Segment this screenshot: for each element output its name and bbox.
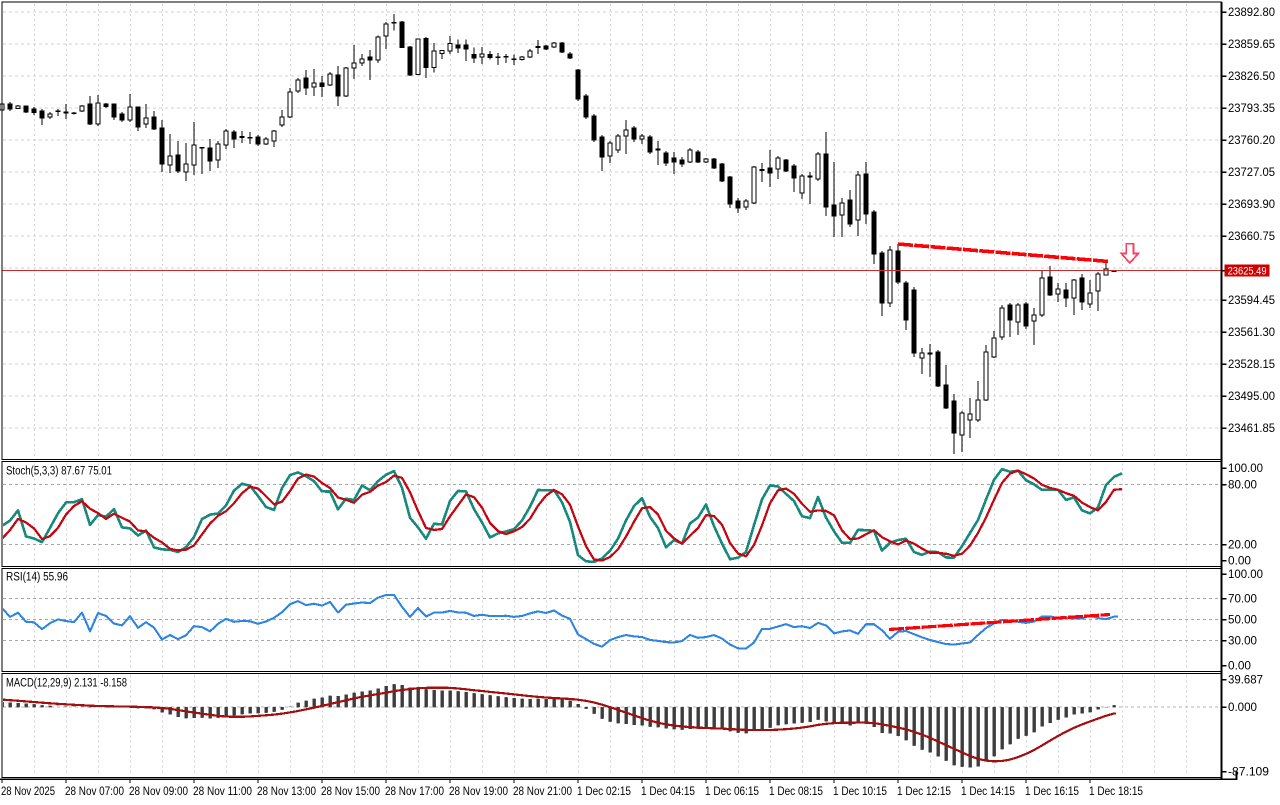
svg-text:100.00: 100.00 <box>1228 463 1263 475</box>
svg-text:1 Dec 04:15: 1 Dec 04:15 <box>641 786 695 798</box>
svg-text:MACD(12,29,9) 2.131 -8.158: MACD(12,29,9) 2.131 -8.158 <box>6 678 127 690</box>
svg-text:23625.49: 23625.49 <box>1228 265 1267 277</box>
svg-text:1 Dec 10:15: 1 Dec 10:15 <box>833 786 887 798</box>
svg-text:28 Nov 09:00: 28 Nov 09:00 <box>129 786 188 798</box>
svg-text:39.687: 39.687 <box>1228 675 1263 687</box>
svg-text:28 Nov 19:00: 28 Nov 19:00 <box>449 786 508 798</box>
svg-text:1 Dec 16:15: 1 Dec 16:15 <box>1025 786 1079 798</box>
svg-text:20.00: 20.00 <box>1228 540 1257 552</box>
svg-text:23859.65: 23859.65 <box>1228 39 1275 51</box>
svg-text:23660.75: 23660.75 <box>1228 231 1275 243</box>
svg-text:23528.15: 23528.15 <box>1228 359 1275 371</box>
svg-text:70.00: 70.00 <box>1228 594 1257 606</box>
svg-text:23727.05: 23727.05 <box>1228 167 1275 179</box>
svg-text:23594.45: 23594.45 <box>1228 295 1275 307</box>
svg-text:28 Nov 11:00: 28 Nov 11:00 <box>193 786 252 798</box>
svg-text:30.00: 30.00 <box>1228 636 1257 648</box>
svg-text:0.00: 0.00 <box>1228 661 1251 673</box>
svg-text:-87.109: -87.109 <box>1228 767 1269 779</box>
svg-text:0.000: 0.000 <box>1228 702 1257 714</box>
svg-text:23826.50: 23826.50 <box>1228 71 1275 83</box>
svg-text:23793.35: 23793.35 <box>1228 103 1275 115</box>
svg-text:1 Dec 18:15: 1 Dec 18:15 <box>1089 786 1143 798</box>
svg-text:23693.90: 23693.90 <box>1228 199 1275 211</box>
svg-text:28 Nov 15:00: 28 Nov 15:00 <box>321 786 380 798</box>
svg-text:1 Dec 14:15: 1 Dec 14:15 <box>961 786 1015 798</box>
svg-text:28 Nov 21:00: 28 Nov 21:00 <box>513 786 572 798</box>
svg-text:28 Nov 07:00: 28 Nov 07:00 <box>65 786 124 798</box>
svg-text:23760.20: 23760.20 <box>1228 135 1275 147</box>
svg-text:RSI(14) 55.96: RSI(14) 55.96 <box>6 572 68 584</box>
svg-text:1 Dec 06:15: 1 Dec 06:15 <box>705 786 759 798</box>
svg-text:23461.85: 23461.85 <box>1228 423 1275 435</box>
svg-text:23495.00: 23495.00 <box>1228 391 1275 403</box>
svg-text:1 Dec 02:15: 1 Dec 02:15 <box>577 786 631 798</box>
svg-text:28 Nov 2025: 28 Nov 2025 <box>1 786 55 798</box>
svg-text:Stoch(5,3,3) 87.67 75.01: Stoch(5,3,3) 87.67 75.01 <box>6 466 112 478</box>
svg-text:50.00: 50.00 <box>1228 615 1257 627</box>
svg-text:100.00: 100.00 <box>1228 569 1263 581</box>
svg-text:80.00: 80.00 <box>1228 480 1257 492</box>
svg-text:1 Dec 08:15: 1 Dec 08:15 <box>769 786 823 798</box>
svg-text:1 Dec 12:15: 1 Dec 12:15 <box>897 786 951 798</box>
svg-text:23892.80: 23892.80 <box>1228 7 1275 19</box>
svg-text:28 Nov 17:00: 28 Nov 17:00 <box>385 786 444 798</box>
svg-text:0.00: 0.00 <box>1228 556 1251 568</box>
svg-text:23561.30: 23561.30 <box>1228 327 1275 339</box>
svg-text:28 Nov 13:00: 28 Nov 13:00 <box>257 786 316 798</box>
